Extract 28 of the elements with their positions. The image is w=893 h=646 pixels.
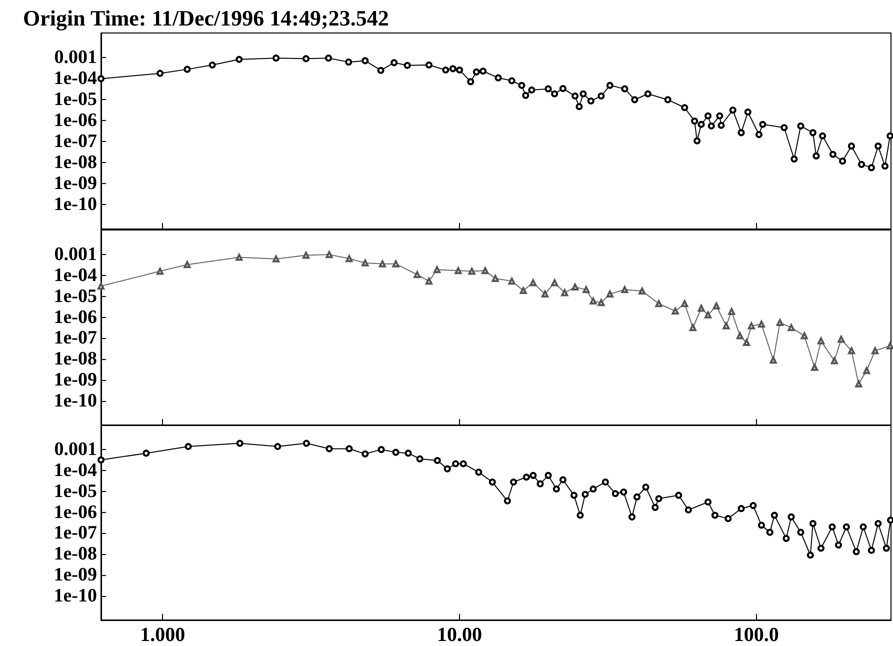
y-tick-label: 1e-09: [54, 173, 97, 194]
y-tick-label: 1e-06: [54, 502, 97, 523]
y-tick-label: 1e-07: [54, 131, 98, 152]
y-tick-label: 1e-09: [54, 369, 97, 390]
y-tick-label: 1e-08: [54, 348, 97, 370]
y-tick-label: 1e-07: [54, 522, 98, 544]
y-tick-label: 0.001: [54, 244, 97, 266]
y-tick-label: 1e-07: [54, 328, 98, 349]
y-tick-label: 1e-05: [54, 480, 97, 502]
y-tick-label: 1e-04: [54, 68, 98, 90]
y-tick-label: 1e-04: [54, 460, 98, 481]
y-tick-label: 1e-05: [54, 89, 97, 110]
y-tick-label: 1e-10: [54, 390, 97, 412]
y-tick-label: 1e-04: [54, 264, 98, 286]
y-tick-label: 0.001: [54, 439, 97, 460]
x-tick-label: 10.00: [437, 624, 482, 646]
x-tick-label: 100.0: [734, 624, 779, 646]
chart-title: Origin Time: 11/Dec/1996 14:49;23.542: [23, 6, 389, 30]
y-tick-label: 1e-05: [54, 286, 97, 307]
y-tick-label: 1e-06: [54, 306, 97, 328]
y-tick-label: 1e-06: [54, 110, 97, 132]
y-tick-label: 0.001: [54, 47, 97, 68]
y-tick-label: 1e-09: [54, 564, 97, 586]
y-tick-label: 1e-10: [54, 194, 97, 216]
y-tick-label: 1e-10: [54, 585, 97, 606]
y-tick-label: 1e-08: [54, 544, 97, 565]
x-tick-label: 1.000: [140, 624, 186, 646]
y-tick-label: 1e-08: [54, 152, 97, 174]
